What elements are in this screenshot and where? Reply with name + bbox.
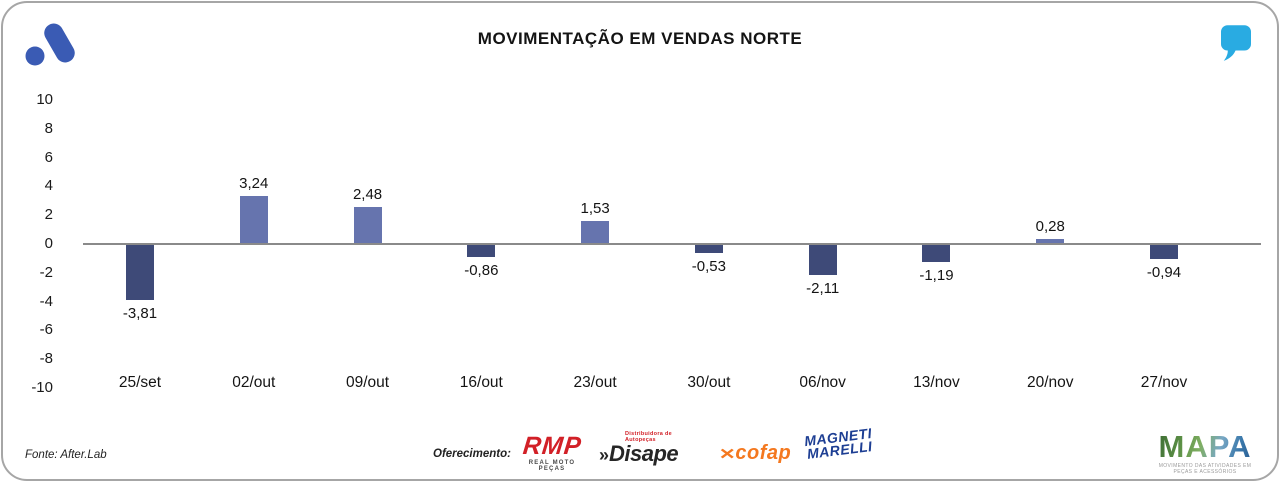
disape-chevron-icon: » bbox=[599, 445, 610, 465]
source-note: Fonte: After.Lab bbox=[25, 449, 107, 461]
sponsor-logo-rmp: RMP REAL MOTO PEÇAS bbox=[516, 432, 588, 472]
bar bbox=[353, 207, 382, 243]
y-axis-tick-label: -10 bbox=[31, 379, 53, 396]
x-axis-category-label: 23/out bbox=[573, 374, 617, 391]
bar bbox=[239, 196, 268, 243]
y-axis-tick-label: 0 bbox=[44, 235, 53, 252]
y-axis-tick-label: 8 bbox=[44, 119, 53, 137]
x-axis-category-label: 20/nov bbox=[1026, 374, 1074, 391]
y-axis-tick-label: -6 bbox=[39, 321, 53, 339]
bar-value-label: -3,81 bbox=[122, 304, 158, 322]
rmp-subtitle: REAL MOTO PEÇAS bbox=[528, 460, 576, 472]
y-axis-tick-label: 2 bbox=[44, 206, 53, 224]
x-axis-category-label: 06/nov bbox=[799, 374, 846, 391]
x-axis-category-label: 25/set bbox=[118, 374, 162, 391]
bar bbox=[922, 245, 951, 263]
y-axis-tick-label: -8 bbox=[39, 350, 53, 368]
bar-value-label: 1,53 bbox=[580, 199, 610, 217]
mapa-wordmark: MAPA bbox=[1158, 429, 1252, 464]
x-axis-category-label: 09/out bbox=[345, 374, 390, 391]
x-axis-category-label: 16/out bbox=[459, 374, 503, 391]
disape-wordmark: Disape bbox=[609, 441, 679, 466]
sponsor-logo-disape: Distribuidora de Autopeças »Disape bbox=[599, 431, 699, 466]
disape-subtitle: Distribuidora de Autopeças bbox=[625, 431, 672, 443]
y-axis-tick-label: 10 bbox=[36, 91, 53, 108]
bar-value-label: -0,94 bbox=[1146, 263, 1182, 281]
rmp-wordmark: RMP bbox=[521, 432, 583, 460]
y-axis-tick-label: 6 bbox=[44, 148, 53, 166]
cofap-wordmark: cofap bbox=[735, 442, 792, 464]
bar-value-label: -2,11 bbox=[806, 280, 840, 298]
y-axis-tick-label: -4 bbox=[39, 292, 53, 310]
y-axis-tick-label: 4 bbox=[44, 177, 53, 195]
x-axis-category-label: 02/out bbox=[232, 374, 276, 391]
afterlab-logo-icon bbox=[23, 19, 75, 69]
x-axis-category-label: 13/nov bbox=[913, 374, 960, 391]
sponsorship-label: Oferecimento: bbox=[433, 448, 511, 460]
bar-value-label: -0,53 bbox=[691, 257, 726, 275]
cofap-x-icon: ✕ bbox=[718, 446, 736, 463]
bar-value-label: 3,24 bbox=[239, 175, 269, 193]
bar-value-label: 2,48 bbox=[352, 186, 383, 204]
page-title: MOVIMENTAÇÃO EM VENDAS NORTE bbox=[477, 29, 803, 48]
bar bbox=[808, 245, 837, 276]
bar-value-label: -0,86 bbox=[464, 262, 499, 280]
bar bbox=[126, 245, 154, 300]
x-axis-zero-line bbox=[83, 243, 1261, 245]
y-axis-tick-label: -2 bbox=[39, 263, 53, 281]
x-axis-category-label: 30/out bbox=[687, 374, 731, 391]
bar bbox=[1150, 245, 1179, 259]
bar-value-label: -1,19 bbox=[919, 267, 954, 285]
bar-value-label: 0,28 bbox=[1035, 217, 1065, 235]
bar bbox=[581, 220, 610, 243]
bar bbox=[467, 245, 496, 258]
sponsor-logo-cofap: ✕cofap bbox=[713, 443, 799, 463]
bar-chart: 10 8 6 4 2 0 -2 -4 -6 -8 -10 -3,81 25/set 3,24 02/out 2… bbox=[3, 3, 1277, 479]
x-axis-category-label: 27/nov bbox=[1140, 374, 1188, 391]
bar bbox=[694, 245, 723, 253]
mapa-subtitle: MOVIMENTO DAS ATIVIDADES EM PEÇAS E ACES… bbox=[1158, 463, 1252, 475]
quote-icon bbox=[1221, 25, 1251, 61]
bar bbox=[1036, 238, 1065, 243]
mapa-logo: MAPA MOVIMENTO DAS ATIVIDADES EM PEÇAS E… bbox=[1149, 431, 1261, 475]
